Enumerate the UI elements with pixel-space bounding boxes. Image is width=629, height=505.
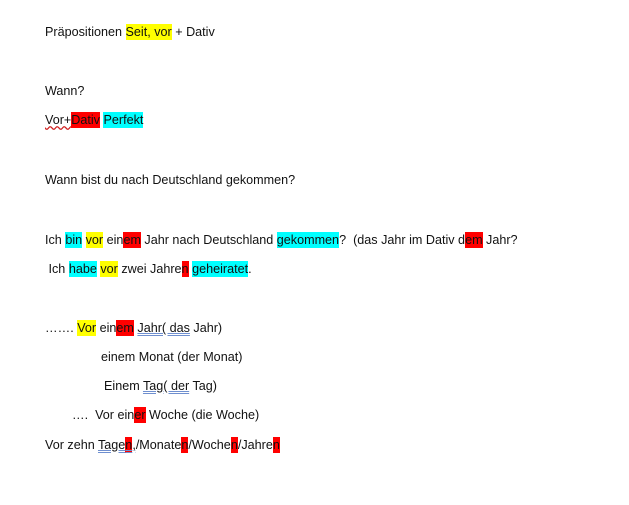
- plural-line: Vor zehn Tagen,/Monaten/Wochen/Jahren: [45, 437, 280, 453]
- highlighted-text: Dativ: [71, 112, 100, 128]
- text-segment: Vor zehn: [45, 438, 98, 452]
- text-segment: Jahr?: [482, 233, 518, 247]
- highlighted-text: n: [181, 437, 189, 453]
- text-segment: Jahr nach Deutschland: [140, 233, 277, 247]
- text-segment: Tage: [97, 438, 126, 452]
- question-line: Wann?: [45, 83, 84, 99]
- rule-line: Vor+Dativ Perfekt: [45, 112, 144, 128]
- text-segment: ein: [96, 321, 117, 335]
- text-segment: ein: [103, 233, 124, 247]
- text-segment: einem Monat (der Monat): [101, 350, 243, 364]
- text-segment: Jahr): [189, 321, 223, 335]
- title-line: Präpositionen Seit, vor + Dativ: [45, 24, 215, 40]
- text-segment: Präpositionen: [45, 25, 126, 39]
- highlighted-text: n: [272, 437, 280, 453]
- highlighted-text: em: [116, 320, 134, 336]
- text-segment: Wann bist du nach Deutschland gekommen?: [45, 173, 296, 187]
- text-segment: /Woche: [188, 438, 231, 452]
- text-segment: /Monate: [135, 438, 182, 452]
- text-segment: zwei Jahre: [117, 262, 182, 276]
- text-segment: ,: [132, 438, 136, 452]
- text-segment: Ich: [45, 262, 69, 276]
- text-segment: Woche (die Woche): [145, 408, 260, 422]
- text-segment: ? (das Jahr im Dativ d: [339, 233, 466, 247]
- highlighted-text: n: [230, 437, 238, 453]
- highlighted-text: Seit, vor: [125, 24, 172, 40]
- text-segment: /Jahre: [237, 438, 273, 452]
- text-segment: Jahr( das: [137, 321, 190, 335]
- text-segment: Wann?: [45, 84, 85, 98]
- highlighted-text: Perfekt: [103, 112, 144, 128]
- declension-jahr: ……. Vor einem Jahr( das Jahr): [45, 320, 222, 336]
- highlighted-text: em: [465, 232, 483, 248]
- question-sentence: Wann bist du nach Deutschland gekommen?: [45, 172, 295, 188]
- highlighted-text: vor: [100, 261, 118, 277]
- text-segment: Ich: [45, 233, 66, 247]
- text-segment: + Dativ: [171, 25, 215, 39]
- highlighted-text: n: [181, 261, 189, 277]
- highlighted-text: em: [123, 232, 141, 248]
- text-segment: …….: [45, 321, 78, 335]
- example-sentence-2: Ich habe vor zwei Jahren geheiratet.: [45, 261, 252, 277]
- text-segment: .: [248, 262, 252, 276]
- text-segment: Tag( der: [142, 379, 190, 393]
- highlighted-text: gekommen: [276, 232, 340, 248]
- declension-woche: …. Vor einer Woche (die Woche): [72, 407, 259, 423]
- highlighted-text: vor: [85, 232, 104, 248]
- example-sentence-1: Ich bin vor einem Jahr nach Deutschland …: [45, 232, 518, 248]
- highlighted-text: n: [125, 437, 133, 453]
- highlighted-text: Vor: [77, 320, 97, 336]
- declension-tag: Einem Tag( der Tag): [104, 378, 217, 394]
- declension-monat: einem Monat (der Monat): [101, 349, 242, 365]
- highlighted-text: geheiratet: [192, 261, 249, 277]
- highlighted-text: bin: [65, 232, 83, 248]
- text-segment: Vor+: [45, 113, 72, 127]
- highlighted-text: er: [134, 407, 146, 423]
- text-segment: Tag): [189, 379, 217, 393]
- text-segment: …. Vor ein: [72, 408, 135, 422]
- text-segment: Einem: [104, 379, 143, 393]
- highlighted-text: habe: [68, 261, 97, 277]
